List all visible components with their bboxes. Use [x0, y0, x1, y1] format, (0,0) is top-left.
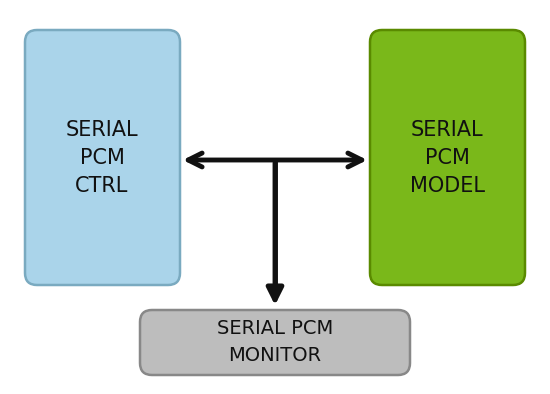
FancyBboxPatch shape	[25, 30, 180, 285]
FancyBboxPatch shape	[140, 310, 410, 375]
Text: SERIAL
PCM
MODEL: SERIAL PCM MODEL	[410, 120, 485, 196]
FancyBboxPatch shape	[370, 30, 525, 285]
Text: SERIAL PCM
MONITOR: SERIAL PCM MONITOR	[217, 319, 333, 365]
Text: SERIAL
PCM
CTRL: SERIAL PCM CTRL	[65, 120, 138, 196]
